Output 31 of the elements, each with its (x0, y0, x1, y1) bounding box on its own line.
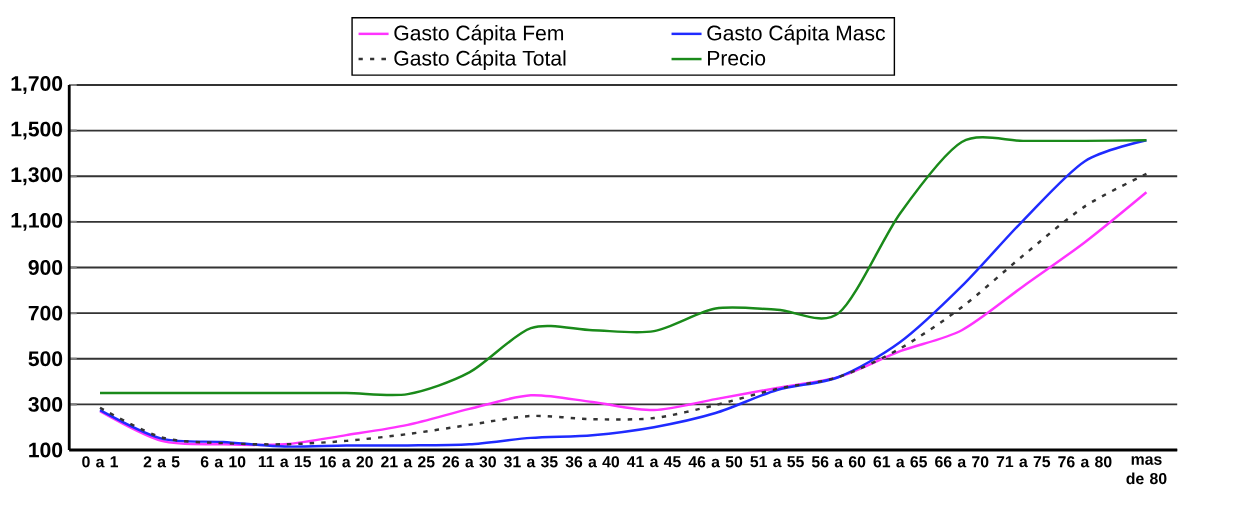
x-tick-label: 71 a 75 (996, 456, 1051, 468)
x-tick-label: 36 a 40 (565, 456, 620, 468)
x-tick-label: 26 a 30 (442, 456, 496, 468)
x-tick-label: 61 a 65 (873, 456, 928, 468)
x-tick-label: 76 a 80 (1058, 456, 1112, 468)
x-tick-label: 46 a 50 (688, 456, 743, 468)
legend-label: Precio (708, 50, 766, 66)
y-tick-label: 300 (28, 396, 63, 412)
x-tick-label: 16 a 20 (319, 456, 373, 468)
x-tick-label: 31 a 35 (503, 456, 558, 468)
x-tick-label: 51 a 55 (750, 456, 804, 468)
x-tick-label: 21 a 25 (381, 456, 435, 468)
legend-label: Gasto Cápita Fem (394, 24, 564, 45)
y-tick-label: 1,700 (11, 76, 63, 94)
x-tick-label: mas de 80 (1126, 456, 1167, 485)
x-tick-label: 66 a 70 (935, 456, 989, 468)
y-tick-label: 500 (28, 351, 63, 367)
y-tick-label: 1,100 (11, 212, 63, 231)
legend-label: Gasto Cápita Total (394, 49, 566, 70)
y-tick-label: 100 (29, 442, 63, 458)
x-tick-label: 6 a 10 (200, 456, 246, 468)
x-tick-label: 2 a 5 (143, 456, 180, 468)
y-tick-label: 1,500 (11, 121, 63, 140)
y-tick-label: 1,300 (11, 167, 63, 186)
x-tick-label: 11 a 15 (258, 456, 312, 468)
y-tick-label: 700 (28, 305, 63, 321)
x-tick-label: 56 a 60 (811, 456, 866, 468)
x-tick-label: 0 a 1 (82, 456, 119, 468)
legend-label: Gasto Cápita Masc (707, 24, 885, 45)
y-tick-label: 900 (28, 260, 63, 275)
x-tick-label: 41 a 45 (626, 456, 681, 468)
